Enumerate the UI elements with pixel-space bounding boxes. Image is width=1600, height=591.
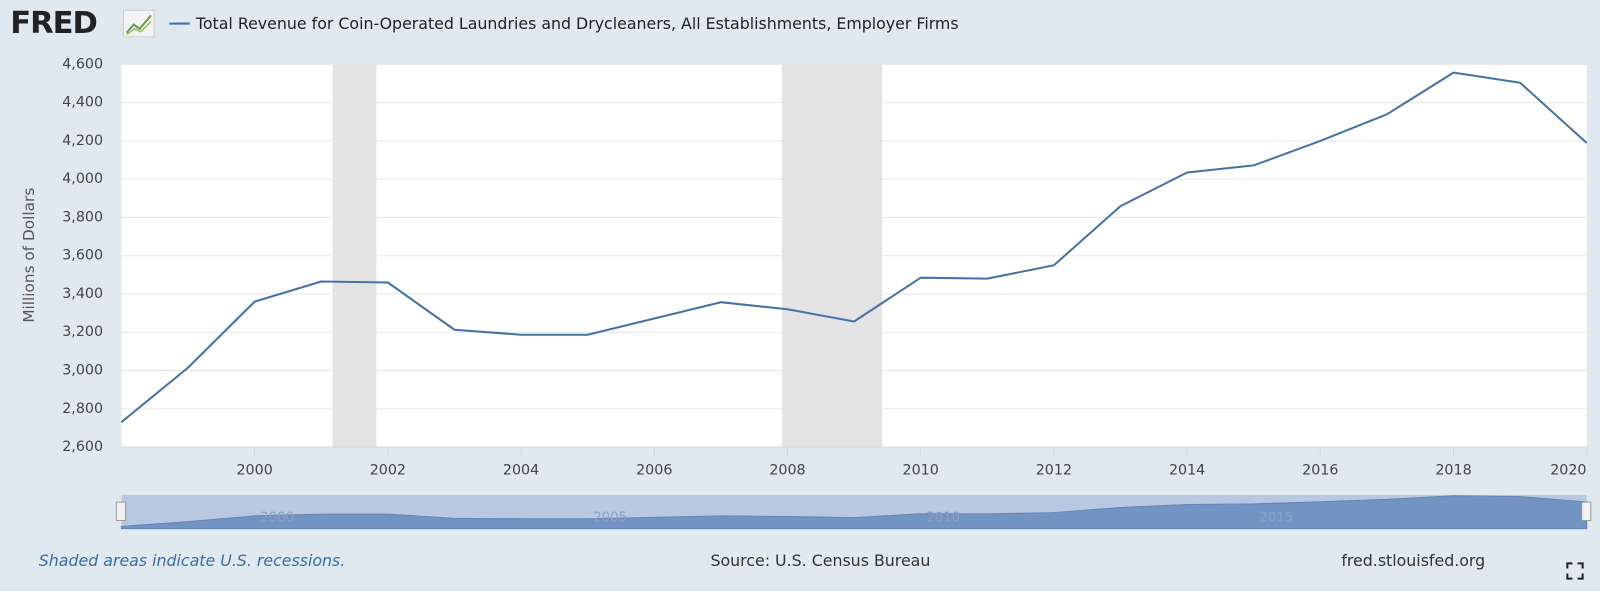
logo[interactable]: FRED bbox=[10, 6, 98, 41]
logo-icon bbox=[122, 9, 155, 38]
x-tick-label: 2002 bbox=[370, 463, 406, 479]
y-tick-label: 4,200 bbox=[62, 133, 103, 149]
site-url[interactable]: fred.stlouisfed.org bbox=[1341, 551, 1485, 570]
navigator-tick-label: 2015 bbox=[1259, 510, 1293, 525]
x-tick-label: 2010 bbox=[903, 463, 939, 479]
y-tick-label: 3,400 bbox=[62, 286, 103, 302]
y-tick-label: 3,600 bbox=[62, 248, 103, 264]
y-tick-label: 4,000 bbox=[62, 171, 103, 187]
x-tick-label: 2004 bbox=[503, 463, 539, 479]
navigator-area bbox=[120, 495, 1588, 530]
x-tick-label: 2018 bbox=[1435, 463, 1471, 479]
x-tick-label: 2016 bbox=[1302, 463, 1338, 479]
x-tick-label: 2008 bbox=[769, 463, 805, 479]
y-tick-label: 3,200 bbox=[62, 324, 103, 340]
x-tick-label: 2014 bbox=[1169, 463, 1205, 479]
x-tick-label: 2020 bbox=[1550, 463, 1586, 479]
x-tick-label: 2012 bbox=[1036, 463, 1072, 479]
y-tick-label: 4,600 bbox=[62, 56, 103, 72]
source: Source: U.S. Census Bureau bbox=[710, 551, 930, 570]
y-tick-label: 2,600 bbox=[62, 439, 103, 455]
navigator-tick-label: 2010 bbox=[926, 510, 960, 525]
y-tick-label: 3,800 bbox=[62, 209, 103, 225]
x-tick-label: 2006 bbox=[636, 463, 672, 479]
navigator-handles[interactable] bbox=[115, 501, 1592, 522]
y-axis-label: Millions of Dollars bbox=[20, 188, 38, 323]
recession-note: Shaded areas indicate U.S. recessions. bbox=[39, 551, 346, 570]
y-tick-label: 3,000 bbox=[62, 363, 103, 379]
series-line bbox=[120, 71, 1588, 423]
fullscreen-icon[interactable] bbox=[1566, 562, 1584, 580]
legend-label[interactable]: Total Revenue for Coin-Operated Laundrie… bbox=[195, 14, 959, 33]
navigator-tick-label: 2000 bbox=[260, 510, 294, 525]
y-tick-label: 4,400 bbox=[62, 95, 103, 111]
x-tick-label: 2000 bbox=[236, 463, 272, 479]
navigator-tick-label: 2005 bbox=[593, 510, 627, 525]
y-tick-label: 2,800 bbox=[62, 401, 103, 417]
